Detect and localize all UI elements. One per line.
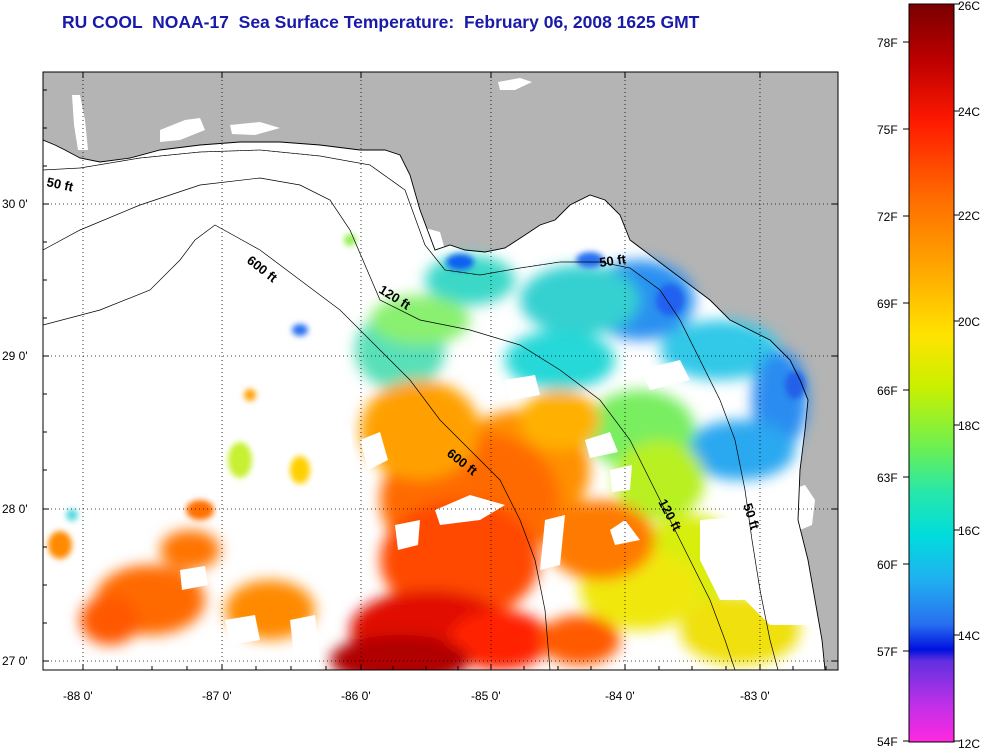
contour-50ft-bigbend: 50 ft [598,251,627,270]
lat-label-27: 27 0' [2,654,28,668]
cb-celsius-24: 24C [958,105,980,119]
map-title: RU COOL NOAA-17 Sea Surface Temperature:… [62,12,700,32]
lon-label-88: -88 0' [63,689,93,703]
cb-fahrenheit-57: 57F [877,645,898,659]
lon-label-83: -83 0' [740,689,770,703]
color-bar-gradient [908,3,955,743]
graticule [43,72,838,670]
tampa-bay [790,485,815,530]
cb-fahrenheit-63: 63F [877,471,898,485]
pensacola-bay [160,118,205,142]
cb-celsius-18: 18C [958,419,980,433]
cb-fahrenheit-69: 69F [877,297,898,311]
lon-label-84: -84 0' [605,689,635,703]
lat-label-28: 28 0' [2,502,28,516]
cb-fahrenheit-78: 78F [877,36,898,50]
lon-label-86: -86 0' [341,689,371,703]
contour-120ft-line [43,177,736,670]
cb-fahrenheit-66: 66F [877,384,898,398]
cb-fahrenheit-54: 54F [877,735,898,749]
color-bar: 26C 24C 22C 20C 18C 16C 14C 12C 78F 75F … [877,0,980,751]
plot-frame [42,71,839,671]
contour-50ft-west: 50 ft [45,174,75,194]
latitude-labels: 30 0' 29 0' 28 0' 27 0' [2,197,28,668]
contour-50ft-line [43,149,779,670]
cb-celsius-22: 22C [958,209,980,223]
mobile-bay [72,95,88,150]
lat-label-30: 30 0' [2,197,28,211]
choctawhatchee-bay [230,122,280,135]
axis-ticks [43,72,838,670]
longitude-labels: -88 0' -87 0' -86 0' -85 0' -84 0' -83 0… [63,689,770,703]
sst-field [43,234,812,670]
lon-label-85: -85 0' [471,689,501,703]
lake [498,78,532,90]
cb-celsius-12: 12C [958,737,980,751]
cb-fahrenheit-75: 75F [877,123,898,137]
contour-600ft-line [43,224,551,670]
cb-fahrenheit-60: 60F [877,558,898,572]
coastline [43,139,826,670]
cb-celsius-20: 20C [958,315,980,329]
cb-celsius-16: 16C [958,524,980,538]
cb-fahrenheit-72: 72F [877,210,898,224]
land-mass [43,72,838,670]
cb-celsius-14: 14C [958,629,980,643]
lat-label-29: 29 0' [2,349,28,363]
lon-label-87: -87 0' [202,689,232,703]
cb-celsius-26: 26C [958,0,980,13]
